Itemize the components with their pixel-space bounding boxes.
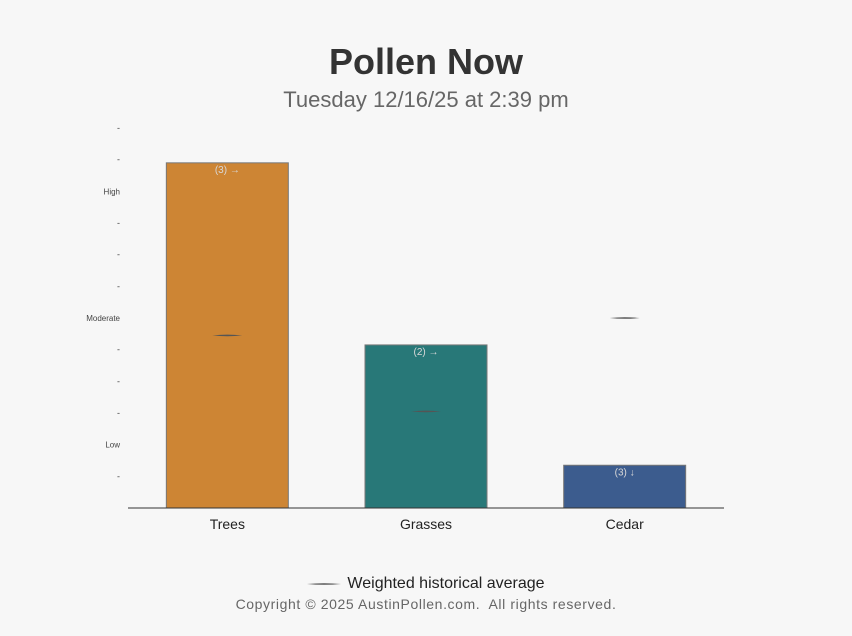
x-tick-label: Trees	[210, 516, 245, 532]
bar-data-label: (3) →	[215, 165, 240, 176]
y-tick-label: -	[117, 123, 120, 133]
legend-label: Weighted historical average	[347, 575, 545, 592]
y-tick-label: -	[117, 250, 120, 260]
y-tick-label: Moderate	[86, 314, 120, 323]
y-tick-label: Low	[105, 441, 120, 450]
bar-grasses	[364, 344, 488, 509]
legend: Weighted historical average	[0, 574, 852, 594]
y-tick-label: -	[117, 408, 120, 418]
y-tick-label: -	[117, 281, 120, 291]
historical-average-marker	[411, 410, 441, 413]
historical-average-legend-swatch	[307, 583, 342, 585]
y-tick-label: -	[117, 155, 120, 165]
y-tick-label: -	[117, 376, 120, 386]
copyright-notice: Copyright © 2025 AustinPollen.com. All r…	[235, 596, 617, 612]
chart-subtitle: Tuesday 12/16/25 at 2:39 pm	[283, 87, 569, 112]
x-tick-label: Grasses	[400, 516, 452, 532]
bar-cedar	[563, 464, 687, 509]
bar-data-label: (3) ↓	[615, 467, 635, 478]
pollen-bar-chart: - Low - - - Moderate - - - High - - (3) → Trees (2) → G…	[86, 123, 724, 532]
y-tick-label: High	[104, 187, 120, 196]
x-tick-label: Cedar	[606, 516, 644, 532]
bar-data-label: (2) →	[414, 347, 439, 358]
historical-average-marker	[609, 317, 640, 319]
historical-average-marker	[212, 334, 243, 337]
y-tick-label: -	[117, 345, 120, 355]
chart-title: Pollen Now	[328, 41, 523, 82]
y-tick-label: -	[117, 471, 120, 481]
y-tick-label: -	[117, 218, 120, 228]
